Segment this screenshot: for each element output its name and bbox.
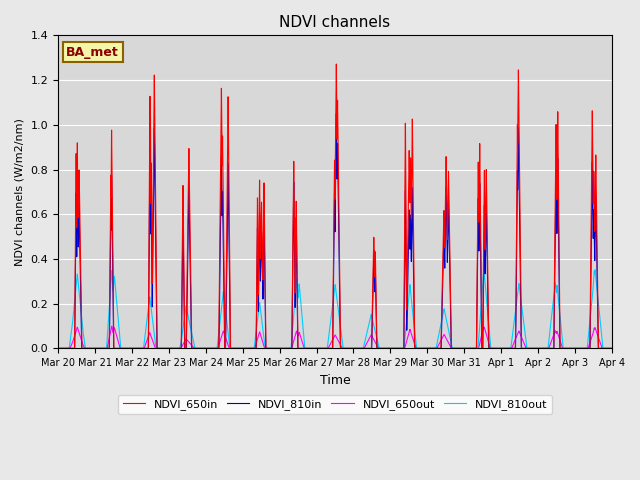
NDVI_810out bbox=[499, 346, 507, 351]
NDVI_650out bbox=[486, 343, 493, 348]
NDVI_650in bbox=[408, 185, 415, 191]
NDVI_810in bbox=[470, 346, 478, 351]
NDVI_650in bbox=[486, 346, 493, 351]
Line: NDVI_810out: NDVI_810out bbox=[58, 270, 612, 348]
NDVI_810in bbox=[333, 111, 340, 117]
Line: NDVI_810in: NDVI_810in bbox=[58, 114, 612, 348]
Title: NDVI channels: NDVI channels bbox=[280, 15, 390, 30]
NDVI_810out bbox=[83, 346, 91, 351]
NDVI_810in bbox=[499, 346, 507, 351]
NDVI_650in bbox=[83, 346, 91, 351]
NDVI_810in bbox=[408, 237, 415, 242]
NDVI_810out bbox=[608, 346, 616, 351]
NDVI_810out bbox=[470, 346, 478, 351]
Line: NDVI_650in: NDVI_650in bbox=[58, 64, 612, 348]
NDVI_650in bbox=[54, 346, 62, 351]
NDVI_810out bbox=[54, 346, 62, 351]
NDVI_810in bbox=[507, 346, 515, 351]
NDVI_810in bbox=[608, 346, 616, 351]
NDVI_810out bbox=[507, 346, 515, 351]
Line: NDVI_650out: NDVI_650out bbox=[58, 326, 612, 348]
NDVI_650in bbox=[333, 61, 340, 67]
NDVI_650in bbox=[470, 346, 478, 351]
NDVI_650out bbox=[507, 346, 515, 351]
NDVI_650in bbox=[499, 346, 507, 351]
NDVI_650in bbox=[608, 346, 616, 351]
NDVI_650out bbox=[54, 346, 62, 351]
NDVI_810in bbox=[83, 346, 91, 351]
NDVI_810out bbox=[486, 329, 493, 335]
NDVI_650out bbox=[608, 346, 616, 351]
NDVI_810out bbox=[408, 299, 415, 305]
X-axis label: Time: Time bbox=[319, 373, 350, 387]
NDVI_650out bbox=[108, 323, 116, 329]
Legend: NDVI_650in, NDVI_810in, NDVI_650out, NDVI_810out: NDVI_650in, NDVI_810in, NDVI_650out, NDV… bbox=[118, 395, 552, 414]
Text: BA_met: BA_met bbox=[67, 46, 119, 59]
NDVI_810out bbox=[591, 267, 599, 273]
NDVI_650out bbox=[499, 346, 507, 351]
Y-axis label: NDVI channels (W/m2/nm): NDVI channels (W/m2/nm) bbox=[15, 118, 25, 266]
NDVI_650out bbox=[408, 332, 415, 338]
NDVI_650in bbox=[507, 346, 515, 351]
NDVI_810in bbox=[486, 346, 493, 351]
NDVI_650out bbox=[470, 346, 478, 351]
NDVI_810in bbox=[54, 346, 62, 351]
NDVI_650out bbox=[83, 346, 91, 351]
